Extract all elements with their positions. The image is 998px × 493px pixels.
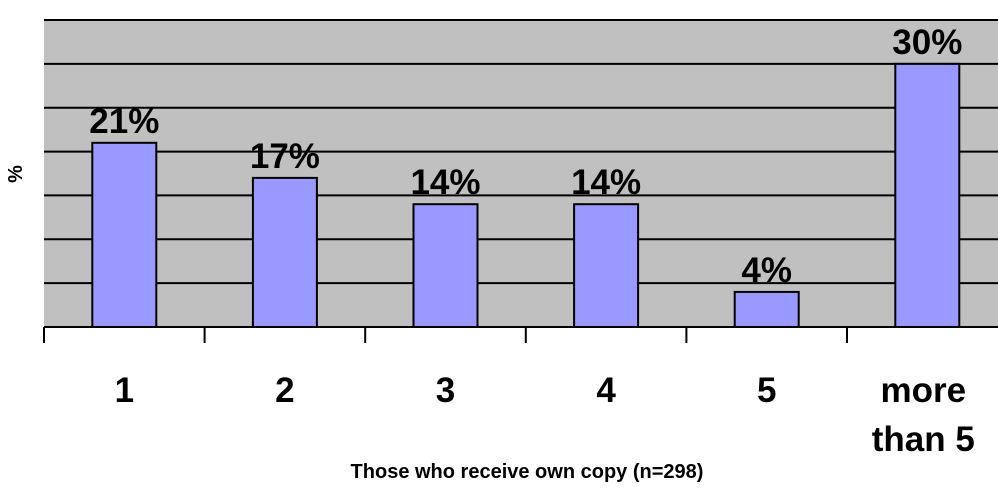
data-label: 17% — [250, 137, 320, 176]
data-label: 4% — [741, 251, 792, 290]
y-axis-title: % — [5, 165, 27, 183]
x-tick-label: 2 — [275, 371, 294, 410]
data-label: 14% — [571, 163, 641, 202]
x-tick-label: 3 — [436, 371, 455, 410]
x-tick-labels: 1 2 3 4 5 more than 5 — [115, 371, 975, 459]
bars — [91, 62, 961, 328]
x-tick-label: 4 — [596, 371, 616, 410]
bar — [733, 290, 800, 328]
x-tick-label: more than 5 — [872, 371, 975, 459]
bar — [573, 203, 640, 328]
bar — [91, 141, 158, 328]
bar — [251, 176, 318, 328]
gridlines — [44, 19, 998, 285]
plot-background — [44, 20, 998, 327]
x-tick-label: 5 — [757, 371, 776, 410]
x-axis-title: Those who receive own copy (n=298) — [351, 461, 704, 483]
bar — [894, 62, 961, 328]
x-axis-ticks — [43, 327, 848, 343]
data-labels: 21% 17% 14% 14% 4% 30% — [89, 23, 962, 290]
bar — [412, 203, 479, 328]
data-label: 21% — [89, 102, 159, 141]
data-label: 30% — [892, 23, 962, 62]
data-label: 14% — [410, 163, 480, 202]
x-tick-label: 1 — [115, 371, 134, 410]
